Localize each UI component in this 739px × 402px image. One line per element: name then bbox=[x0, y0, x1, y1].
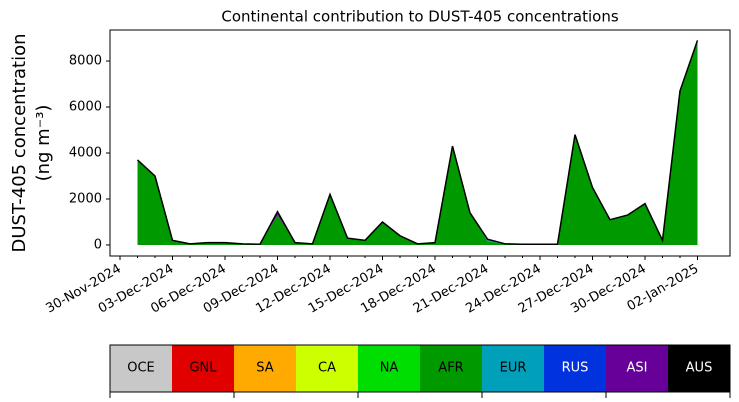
legend-frame bbox=[109, 344, 731, 393]
legend-label: SA bbox=[256, 361, 273, 376]
legend-label: OCE bbox=[127, 361, 155, 376]
legend-swatch bbox=[234, 345, 296, 392]
legend: OCE GNL SA CA NA AFR EUR RUS ASI AUS bbox=[109, 344, 731, 393]
chart-title: Continental contribution to DUST-405 con… bbox=[221, 8, 618, 26]
area bbox=[137, 40, 698, 245]
y-label-line: (ng m⁻³) bbox=[33, 105, 54, 182]
legend-label: AUS bbox=[686, 361, 713, 376]
y-axis-label: DUST-405 concentration (ng m⁻³) bbox=[9, 33, 54, 252]
legend-swatch bbox=[482, 345, 544, 392]
y-tick-label: 4000 bbox=[69, 146, 102, 161]
plot-area: 0200040006000800030-Nov-202403-Dec-20240… bbox=[43, 40, 701, 317]
legend-label: ASI bbox=[627, 361, 648, 376]
y-label-line: DUST-405 concentration bbox=[9, 33, 30, 252]
legend-label: GNL bbox=[189, 361, 217, 376]
legend-swatch bbox=[172, 345, 234, 392]
area bbox=[137, 42, 698, 245]
legend-swatch bbox=[110, 345, 172, 392]
legend-label: RUS bbox=[562, 361, 589, 376]
area bbox=[137, 42, 698, 245]
legend-label: NA bbox=[380, 361, 399, 376]
area bbox=[137, 42, 698, 245]
total-outline bbox=[136, 40, 699, 246]
legend-swatch bbox=[358, 345, 420, 392]
legend-ticks bbox=[109, 392, 731, 398]
legend-label: CA bbox=[318, 361, 336, 376]
y-tick-label: 8000 bbox=[69, 54, 102, 69]
legend-label: AFR bbox=[438, 361, 463, 376]
y-tick-label: 2000 bbox=[69, 191, 102, 206]
legend-swatch bbox=[420, 345, 482, 392]
legend-swatch bbox=[296, 345, 358, 392]
y-tick-label: 0 bbox=[94, 237, 102, 252]
legend-label: EUR bbox=[500, 361, 527, 376]
legend-swatch bbox=[544, 345, 606, 392]
y-tick-label: 6000 bbox=[69, 100, 102, 115]
plot-frame bbox=[109, 29, 731, 257]
legend-swatch bbox=[668, 345, 730, 392]
area bbox=[137, 40, 698, 245]
legend-swatch bbox=[606, 345, 668, 392]
